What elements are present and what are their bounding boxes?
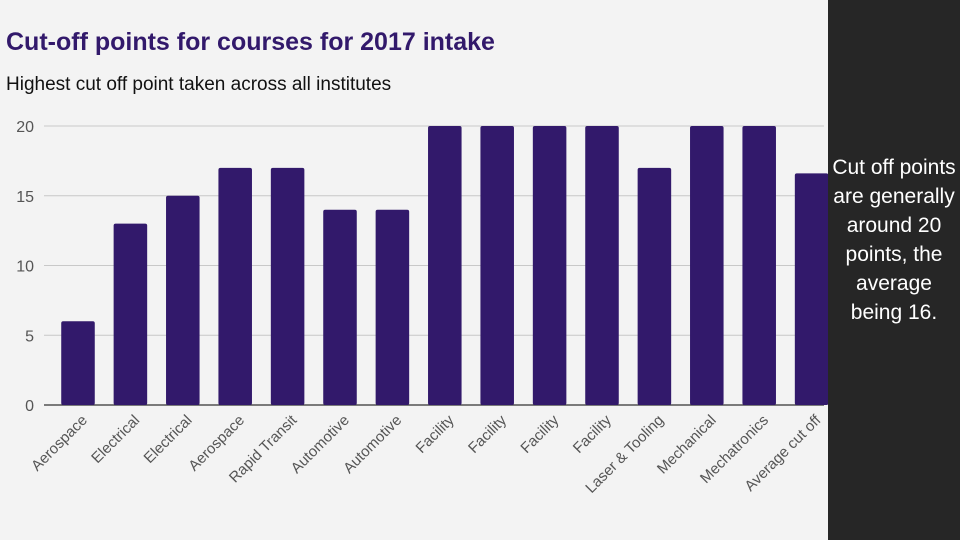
bar-chart: 05101520AerospaceElectricalElectricalAer… [16, 119, 828, 497]
bar [428, 126, 462, 405]
bar [323, 209, 357, 405]
bar [218, 167, 252, 405]
y-tick-label: 5 [25, 328, 34, 345]
bar [637, 167, 672, 405]
bar [690, 126, 724, 405]
x-tick-label: Facility [570, 411, 615, 456]
bar [480, 126, 514, 405]
bar [742, 126, 776, 405]
bar [166, 195, 200, 405]
x-tick-label: Aerospace [28, 412, 91, 475]
x-tick-label: Facility [517, 411, 562, 456]
bar [113, 223, 148, 405]
x-tick-label: Electrical [141, 412, 196, 467]
bar [270, 167, 305, 405]
y-tick-label: 0 [25, 398, 34, 415]
chart-title: Cut-off points for courses for 2017 inta… [6, 28, 495, 56]
x-tick-label: Facility [413, 411, 458, 456]
y-tick-label: 15 [16, 189, 34, 206]
x-tick-label: Facility [465, 411, 510, 456]
chart-subtitle: Highest cut off point taken across all i… [6, 74, 392, 95]
bar [585, 126, 619, 405]
bar [794, 173, 828, 405]
x-tick-label: Electrical [88, 412, 143, 467]
bar [61, 321, 95, 405]
bar [375, 209, 410, 405]
side-panel: Cut off points are generally around 20 p… [828, 0, 960, 540]
bar [532, 126, 567, 405]
y-tick-label: 10 [16, 259, 34, 276]
side-panel-text: Cut off points are generally around 20 p… [832, 156, 956, 324]
y-tick-label: 20 [16, 119, 34, 136]
